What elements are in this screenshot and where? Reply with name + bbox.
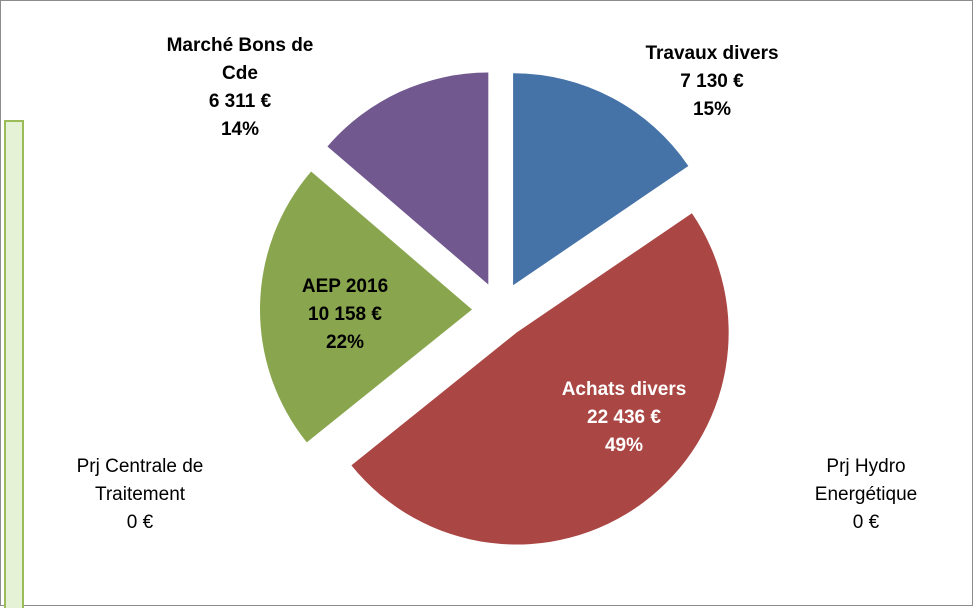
data-label: AEP 2016 10 158 € 22% <box>265 273 425 357</box>
data-label: Achats divers 22 436 € 49% <box>514 376 734 460</box>
data-label: Travaux divers 7 130 € 15% <box>602 40 822 124</box>
value-label: 6 311 € <box>208 91 272 112</box>
category-label: AEP 2016 <box>301 276 389 297</box>
category-label: Travaux divers <box>645 43 779 64</box>
data-label: Marché Bons de Cde 6 311 € 14% <box>165 32 315 144</box>
side-panel <box>4 120 24 608</box>
category-label: Marché Bons de Cde <box>166 35 314 84</box>
pie-slice <box>327 72 489 285</box>
value-label: 7 130 € <box>680 71 744 92</box>
value-label: 0 € <box>126 512 154 533</box>
percent-label: 49% <box>604 435 644 456</box>
data-label: Prj Centrale de Traitement 0 € <box>50 453 230 537</box>
percent-label: 14% <box>220 119 260 140</box>
category-label: Prj Centrale de Traitement <box>76 456 204 505</box>
percent-label: 22% <box>325 332 365 353</box>
percent-label: 15% <box>692 99 732 120</box>
value-label: 22 436 € <box>587 407 661 428</box>
value-label: 10 158 € <box>308 304 382 325</box>
pie-slice <box>351 213 729 545</box>
category-label: Prj Hydro Energétique <box>814 456 918 505</box>
pie-slice <box>513 73 689 286</box>
pie-slice <box>260 171 473 443</box>
value-label: 0 € <box>852 512 880 533</box>
data-label: Prj Hydro Energétique 0 € <box>796 453 936 537</box>
category-label: Achats divers <box>561 379 687 400</box>
